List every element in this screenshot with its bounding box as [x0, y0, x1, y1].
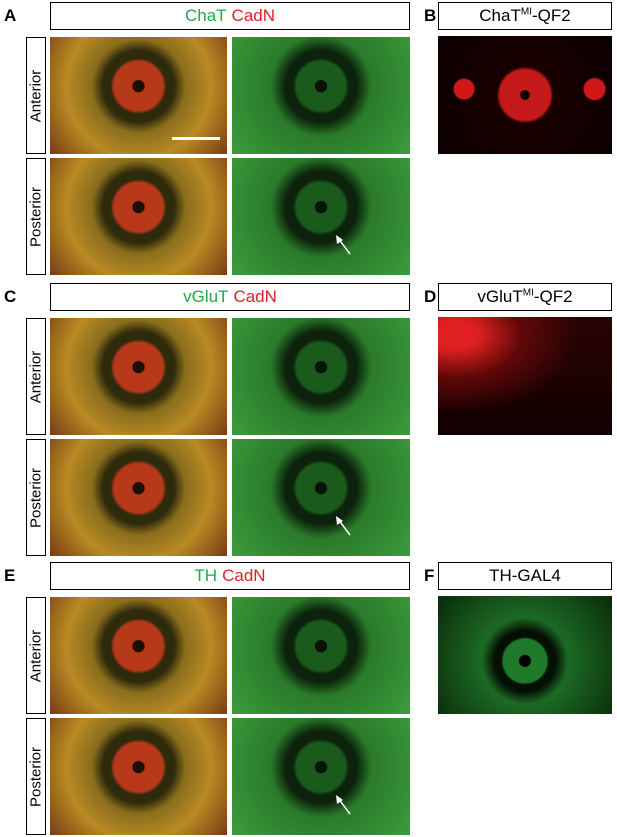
micrograph: [232, 597, 410, 714]
panel-title: vGluT CadN: [50, 283, 410, 311]
row-text: Posterior: [27, 186, 45, 247]
micrograph: [232, 318, 410, 435]
channel-red: CadN: [222, 566, 266, 585]
row-label: Posterior: [26, 158, 46, 275]
panel-label: B: [424, 6, 437, 25]
panel-title: vGluTMI-QF2: [438, 283, 612, 311]
title-sup: MI: [522, 287, 534, 299]
row-label: Posterior: [26, 718, 46, 835]
row-text: Posterior: [27, 467, 45, 528]
micrograph: [50, 158, 227, 275]
row-label: Anterior: [26, 37, 46, 154]
arrow: [336, 516, 351, 536]
panel-label: D: [424, 287, 437, 306]
title-rest: -QF2: [533, 287, 573, 306]
row-label: Anterior: [26, 318, 46, 435]
arrow: [336, 235, 351, 255]
channel-green: ChaT: [184, 6, 227, 25]
panel-title: ChaT CadN: [50, 2, 410, 30]
row-label: Anterior: [26, 597, 46, 714]
row-text: Anterior: [27, 69, 45, 122]
title-base: ChaT: [479, 6, 521, 25]
channel-red: CadN: [231, 6, 276, 25]
title-text: ChaTMI-QF2: [479, 6, 570, 26]
micrograph: [50, 439, 227, 556]
title-text: vGluTMI-QF2: [477, 287, 572, 307]
row-label: Posterior: [26, 439, 46, 556]
micrograph: [232, 158, 410, 275]
title-text: TH-GAL4: [489, 566, 561, 586]
title-base: vGluT: [477, 287, 523, 306]
micrograph: [50, 37, 227, 154]
channel-red: CadN: [233, 287, 277, 306]
row-text: Posterior: [27, 746, 45, 807]
panel-label: F: [424, 566, 435, 585]
micrograph: [438, 36, 612, 154]
micrograph: [232, 439, 410, 556]
micrograph: [232, 718, 410, 835]
arrow: [336, 795, 351, 815]
panel-title: ChaTMI-QF2: [438, 2, 612, 30]
title-sup: MI: [520, 6, 532, 18]
title-base: TH-GAL4: [489, 566, 561, 585]
panel-title: TH-GAL4: [438, 562, 612, 590]
micrograph: [50, 718, 227, 835]
panel-label: A: [4, 6, 17, 25]
micrograph: [232, 37, 410, 154]
panel-title: TH CadN: [50, 562, 410, 590]
title-rest: -QF2: [531, 6, 571, 25]
scale-bar: [172, 137, 220, 140]
channel-green: TH: [194, 566, 218, 585]
panel-label: E: [4, 566, 16, 585]
micrograph: [438, 596, 612, 714]
row-text: Anterior: [27, 350, 45, 403]
micrograph: [50, 318, 227, 435]
channel-green: vGluT: [183, 287, 229, 306]
micrograph: [438, 317, 612, 435]
row-text: Anterior: [27, 629, 45, 682]
panel-label: C: [4, 287, 17, 306]
micrograph: [50, 597, 227, 714]
